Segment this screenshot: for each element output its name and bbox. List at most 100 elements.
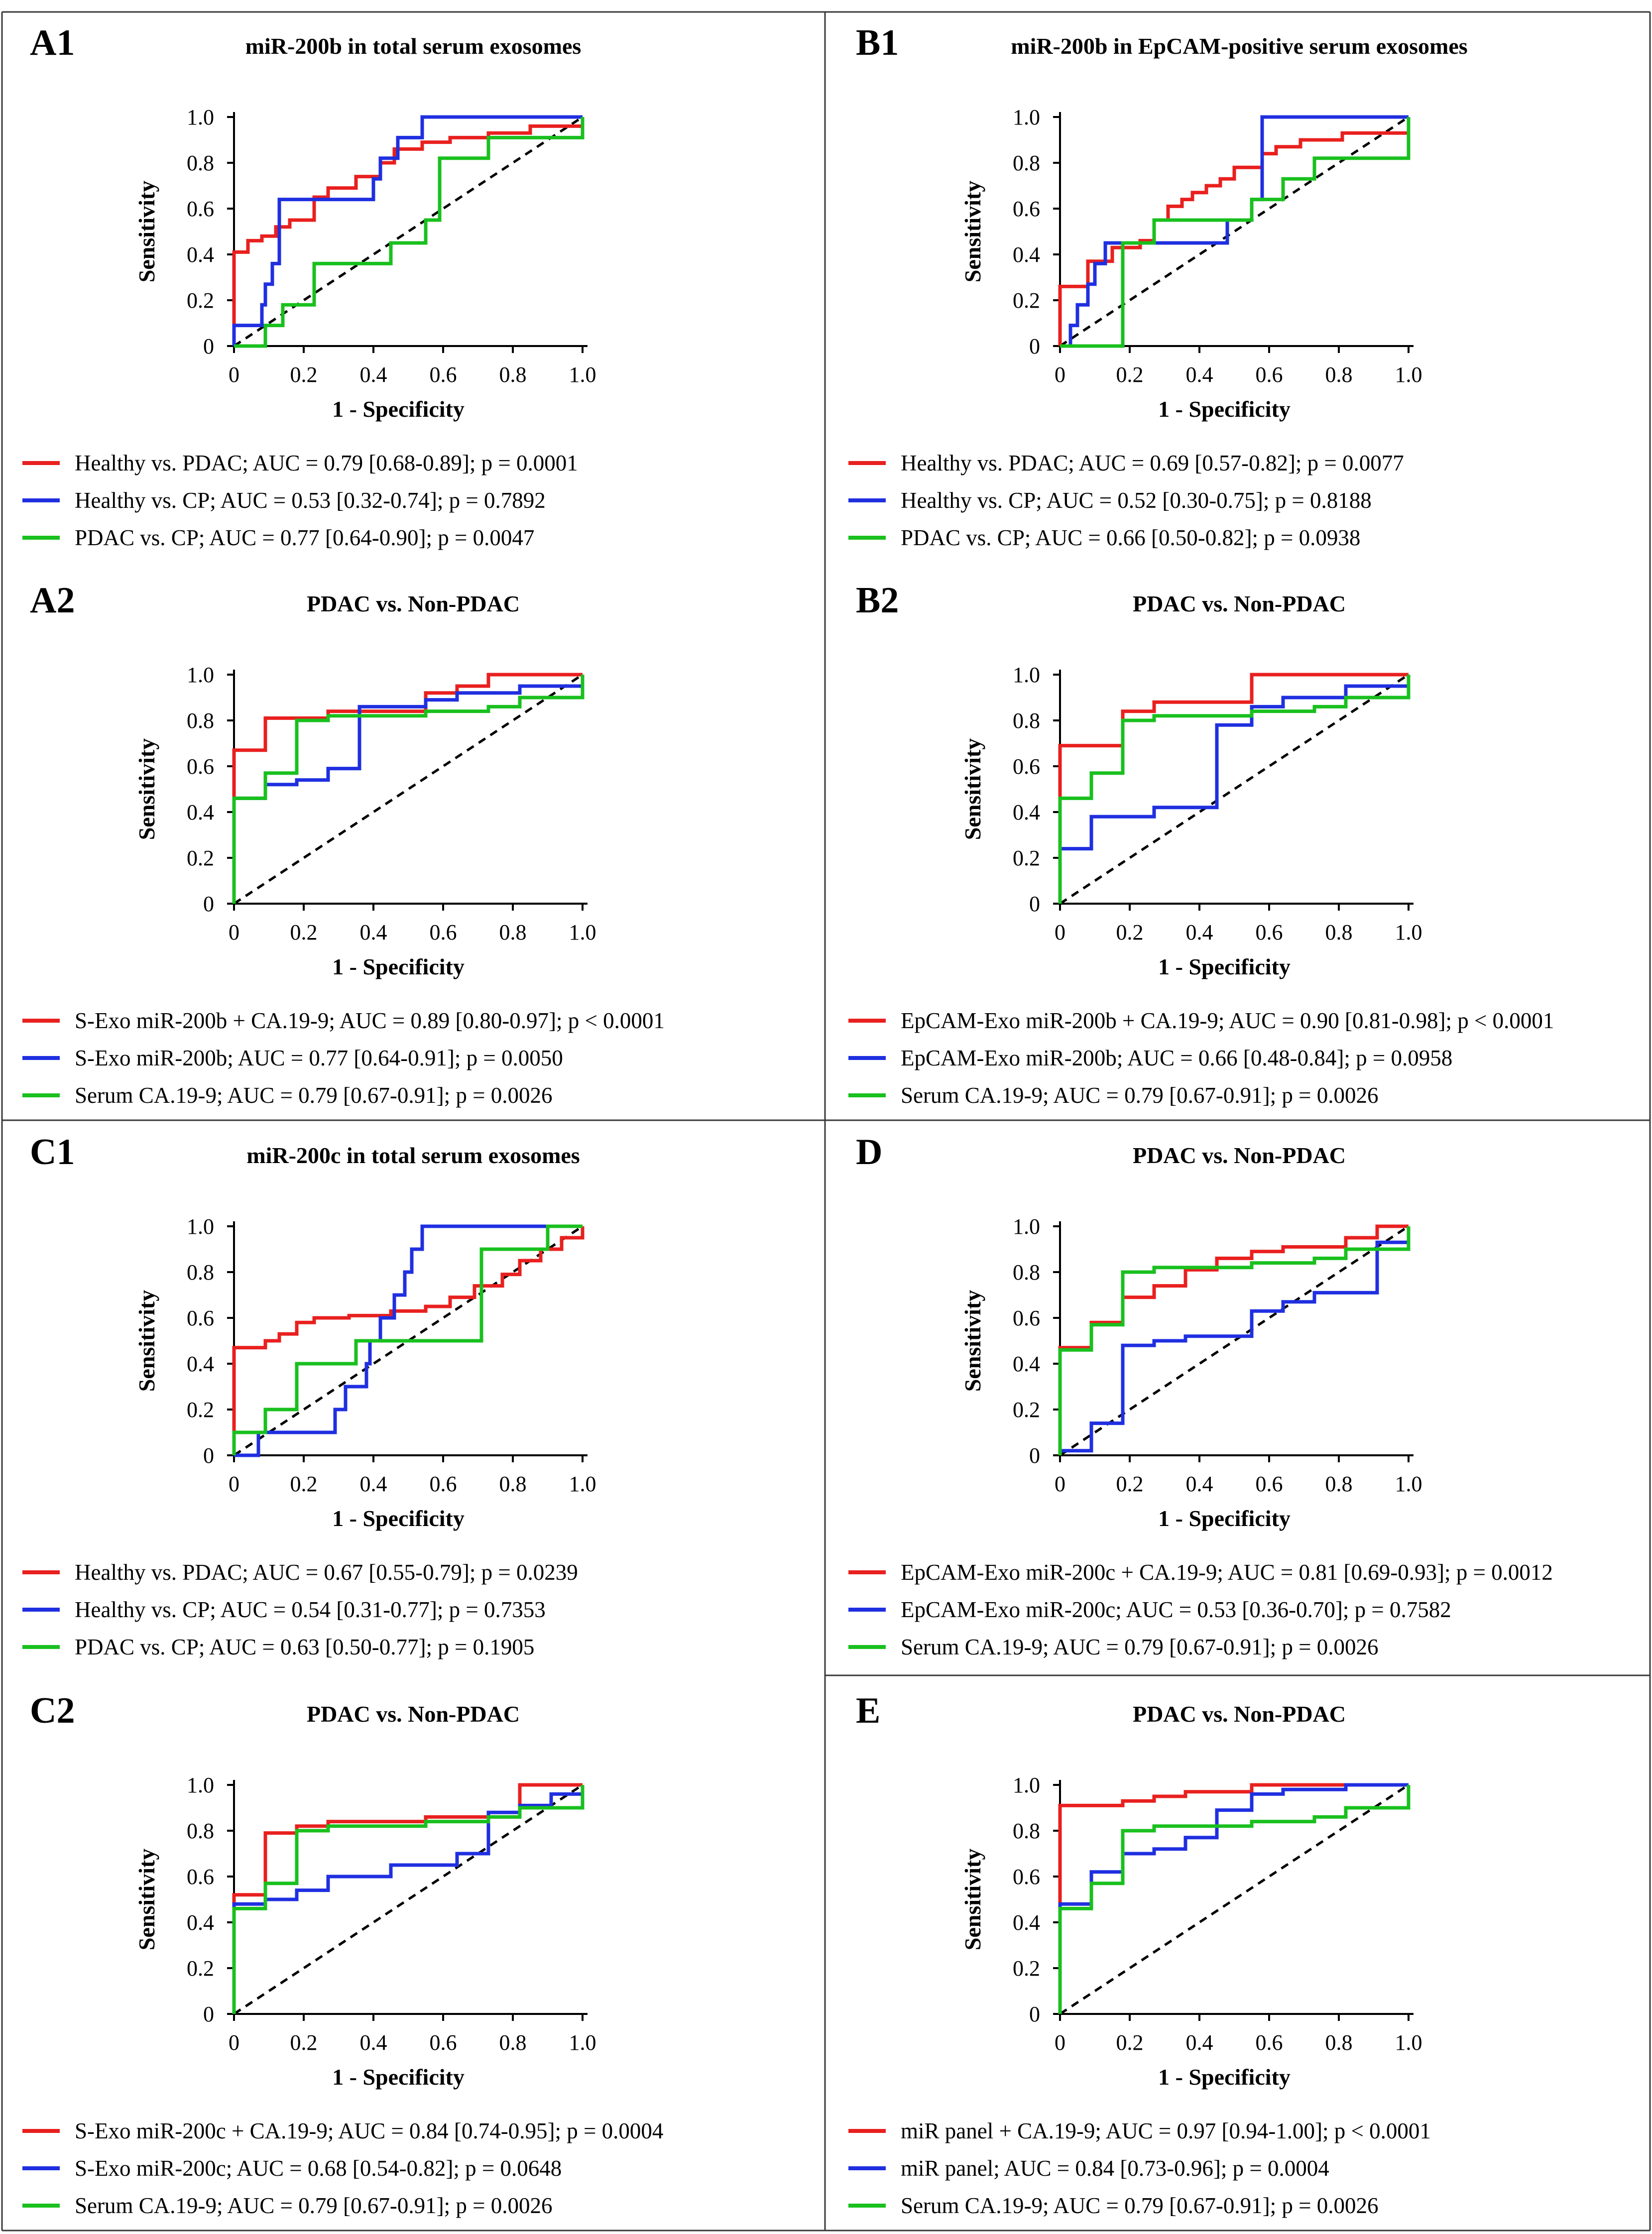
legend-label: Serum CA.19-9; AUC = 0.79 [0.67-0.91]; p… bbox=[75, 1083, 552, 1108]
panel-title: miR-200b in total serum exosomes bbox=[245, 33, 582, 59]
legend-label: EpCAM-Exo miR-200c + CA.19-9; AUC = 0.81… bbox=[901, 1560, 1553, 1585]
y-tick-label: 0.8 bbox=[187, 1819, 214, 1843]
y-axis-title: Sensitivity bbox=[960, 181, 985, 282]
x-tick-label: 0 bbox=[1055, 2030, 1065, 2055]
roc-curve-red bbox=[1058, 673, 1409, 904]
x-axis-title: 1 - Specificity bbox=[332, 396, 465, 422]
y-tick-label: 0.8 bbox=[1013, 1819, 1040, 1843]
x-tick-label: 1.0 bbox=[569, 920, 596, 944]
y-tick-label: 0 bbox=[203, 1443, 214, 1468]
y-tick-label: 0 bbox=[203, 334, 214, 358]
x-tick-label: 0.2 bbox=[290, 362, 318, 387]
y-tick-label: 0.2 bbox=[1013, 1398, 1040, 1422]
roc-curve-green bbox=[1058, 1785, 1411, 2014]
y-tick-label: 1.0 bbox=[187, 663, 214, 687]
roc-curve-red bbox=[1058, 1783, 1409, 2014]
x-tick-label: 0 bbox=[1055, 362, 1065, 387]
roc-curve-green bbox=[1058, 675, 1411, 904]
panel-title: PDAC vs. Non-PDAC bbox=[307, 591, 520, 616]
legend-label: PDAC vs. CP; AUC = 0.77 [0.64-0.90]; p =… bbox=[75, 525, 534, 550]
roc-panel-b2: B2 PDAC vs. Non-PDAC 00 0.2 0.2 0.4 0.4 0.6 0.6 0… bbox=[848, 580, 1554, 1108]
legend-label: S-Exo miR-200c + CA.19-9; AUC = 0.84 [0.… bbox=[75, 2118, 663, 2143]
legend-label: S-Exo miR-200b; AUC = 0.77 [0.64-0.91]; … bbox=[75, 1046, 563, 1070]
y-tick-label: 0.2 bbox=[1013, 846, 1040, 870]
x-tick-label: 0 bbox=[229, 2030, 239, 2055]
y-tick-label: 0.2 bbox=[187, 846, 214, 870]
x-axis-title: 1 - Specificity bbox=[332, 954, 465, 979]
y-axis-title: Sensitivity bbox=[960, 738, 985, 840]
x-tick-label: 0.2 bbox=[290, 1472, 318, 1496]
y-tick-label: 0 bbox=[1029, 2002, 1040, 2026]
x-tick-label: 0.4 bbox=[1186, 362, 1213, 387]
y-tick-label: 0.4 bbox=[187, 242, 214, 267]
y-tick-label: 0.8 bbox=[1013, 1260, 1040, 1285]
y-tick-label: 0 bbox=[1029, 892, 1040, 916]
legend-label: PDAC vs. CP; AUC = 0.66 [0.50-0.82]; p =… bbox=[901, 525, 1360, 550]
roc-curve-green bbox=[232, 1785, 585, 2014]
legend-label: Healthy vs. PDAC; AUC = 0.79 [0.68-0.89]… bbox=[75, 451, 578, 475]
y-axis-title: Sensitivity bbox=[134, 1290, 159, 1392]
x-tick-label: 0.8 bbox=[499, 2030, 527, 2055]
roc-curve-blue bbox=[1058, 675, 1411, 904]
reference-diagonal bbox=[1059, 673, 1410, 905]
y-tick-label: 0.6 bbox=[1013, 754, 1040, 779]
y-tick-label: 0.4 bbox=[1013, 800, 1040, 824]
roc-curve-green bbox=[232, 675, 585, 904]
roc-curve-red bbox=[232, 1226, 585, 1455]
x-tick-label: 1.0 bbox=[1395, 920, 1422, 944]
x-tick-label: 0.4 bbox=[1186, 2030, 1213, 2055]
y-tick-label: 0 bbox=[203, 2002, 214, 2026]
legend-label: S-Exo miR-200b + CA.19-9; AUC = 0.89 [0.… bbox=[75, 1008, 665, 1033]
roc-panel-d: D PDAC vs. Non-PDAC 00 0.2 0.2 0.4 0.4 0.6 0.6 0.… bbox=[848, 1132, 1553, 1659]
roc-curve-blue bbox=[232, 1785, 585, 2014]
x-tick-label: 1.0 bbox=[1395, 362, 1422, 387]
y-tick-label: 0.8 bbox=[1013, 151, 1040, 175]
y-tick-label: 0.4 bbox=[187, 800, 214, 824]
legend-label: PDAC vs. CP; AUC = 0.63 [0.50-0.77]; p =… bbox=[75, 1635, 534, 1659]
y-tick-label: 1.0 bbox=[1013, 1214, 1040, 1239]
y-tick-label: 0.2 bbox=[187, 1398, 214, 1422]
y-tick-label: 0.8 bbox=[187, 151, 214, 175]
legend-label: EpCAM-Exo miR-200b + CA.19-9; AUC = 0.90… bbox=[901, 1008, 1554, 1033]
roc-curve-green bbox=[232, 1224, 583, 1455]
y-tick-label: 0.6 bbox=[187, 754, 214, 779]
x-tick-label: 0 bbox=[1055, 920, 1065, 944]
legend-label: Healthy vs. CP; AUC = 0.52 [0.30-0.75]; … bbox=[901, 488, 1372, 513]
y-tick-label: 0 bbox=[1029, 334, 1040, 358]
legend-label: miR panel + CA.19-9; AUC = 0.97 [0.94-1.… bbox=[901, 2118, 1431, 2143]
y-tick-label: 0.4 bbox=[1013, 1910, 1040, 1935]
roc-panel-c2: C2 PDAC vs. Non-PDAC 00 0.2 0.2 0.4 0.4 0.6 0.6 0… bbox=[22, 1690, 663, 2218]
x-tick-label: 0.4 bbox=[360, 920, 387, 944]
x-tick-label: 0 bbox=[1055, 1472, 1065, 1496]
x-axis-title: 1 - Specificity bbox=[1158, 1506, 1291, 1531]
x-axis-title: 1 - Specificity bbox=[1158, 2064, 1291, 2090]
y-tick-label: 0.4 bbox=[187, 1352, 214, 1376]
x-axis-title: 1 - Specificity bbox=[332, 2064, 465, 2090]
y-tick-label: 0.6 bbox=[187, 1306, 214, 1330]
figure-grid-lines bbox=[1, 11, 1651, 2232]
x-axis-title: 1 - Specificity bbox=[1158, 954, 1291, 979]
x-tick-label: 0.8 bbox=[499, 920, 527, 944]
x-tick-label: 0.6 bbox=[430, 920, 457, 944]
x-tick-label: 0 bbox=[229, 1472, 239, 1496]
x-tick-label: 0.2 bbox=[1116, 362, 1144, 387]
y-tick-label: 0 bbox=[1029, 1443, 1040, 1468]
x-tick-label: 0.4 bbox=[360, 1472, 387, 1496]
panel-letter: D bbox=[856, 1132, 882, 1173]
roc-curve-blue bbox=[1058, 1226, 1411, 1455]
y-tick-label: 1.0 bbox=[1013, 1773, 1040, 1797]
panel-letter: C2 bbox=[30, 1690, 75, 1731]
roc-curve-red bbox=[1058, 117, 1411, 346]
x-tick-label: 0.8 bbox=[1325, 2030, 1353, 2055]
y-tick-label: 0.6 bbox=[1013, 197, 1040, 221]
y-tick-label: 0.2 bbox=[187, 288, 214, 313]
panel-letter: E bbox=[856, 1690, 880, 1731]
roc-curve-green bbox=[1060, 117, 1411, 348]
x-tick-label: 0.8 bbox=[1325, 1472, 1353, 1496]
panel-letter: B1 bbox=[856, 22, 899, 63]
x-tick-label: 0.8 bbox=[1325, 920, 1353, 944]
panel-letter: B2 bbox=[856, 580, 899, 621]
roc-curve-red bbox=[1058, 1224, 1409, 1455]
y-tick-label: 0.2 bbox=[187, 1956, 214, 1981]
